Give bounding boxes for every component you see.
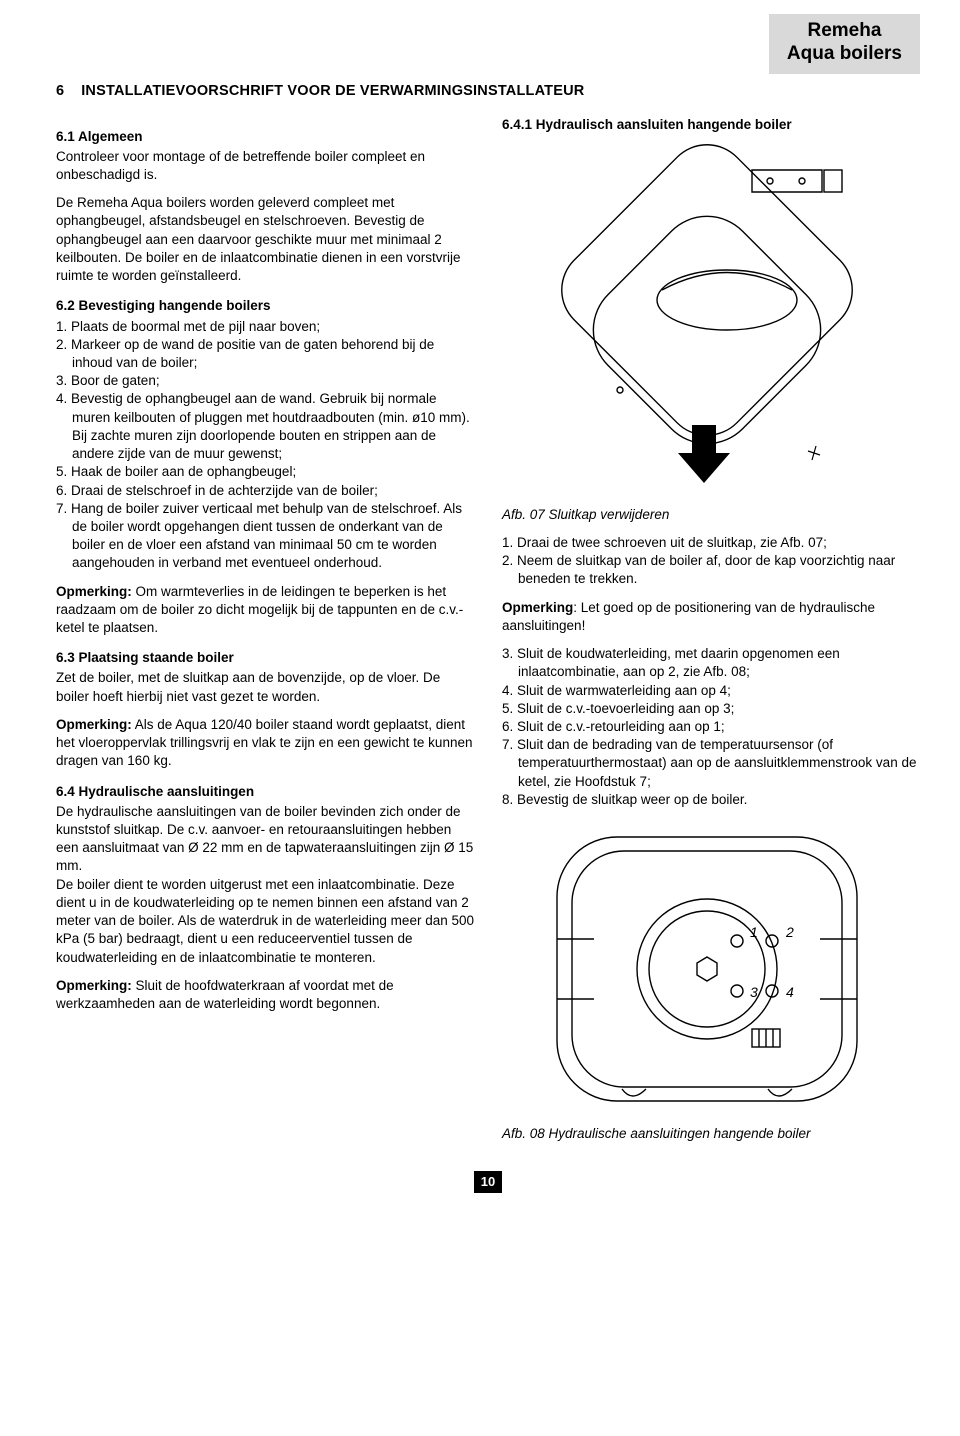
list-item: 6. Sluit de c.v.-retourleiding aan op 1;	[502, 718, 920, 736]
remark-2: Opmerking: Als de Aqua 120/40 boiler sta…	[56, 716, 474, 771]
remark-3: Opmerking: Sluit de hoofdwaterkraan af v…	[56, 977, 474, 1013]
subhead-6-2: 6.2 Bevestiging hangende boilers	[56, 297, 474, 315]
right-column: 6.4.1 Hydraulisch aansluiten hangende bo…	[502, 116, 920, 1154]
fig08-label-2: 2	[785, 924, 794, 940]
fig08-label-3: 3	[750, 984, 758, 1000]
remark-4: Opmerking: Let goed op de positionering …	[502, 599, 920, 635]
page-number: 10	[474, 1171, 502, 1193]
para-6-4-a: De hydraulische aansluitingen van de boi…	[56, 803, 474, 876]
section-number: 6	[56, 83, 64, 99]
remark-label: Opmerking	[502, 600, 573, 615]
list-6-2: 1. Plaats de boormal met de pijl naar bo…	[56, 318, 474, 573]
two-column-layout: 6.1 Algemeen Controleer voor montage of …	[56, 116, 920, 1154]
para-6-4-b: De boiler dient te worden uitgerust met …	[56, 876, 474, 967]
figure-08: 1 2 3 4	[502, 819, 920, 1119]
left-column: 6.1 Algemeen Controleer voor montage of …	[56, 116, 474, 1154]
list-item: 1. Draai de twee schroeven uit de sluitk…	[502, 534, 920, 552]
list-right-b: 3. Sluit de koudwaterleiding, met daarin…	[502, 645, 920, 809]
list-item: 3. Sluit de koudwaterleiding, met daarin…	[502, 645, 920, 681]
boiler-cap-remove-illustration	[502, 140, 912, 500]
list-item: 3. Boor de gaten;	[56, 372, 474, 390]
figure-07-caption: Afb. 07 Sluitkap verwijderen	[502, 506, 920, 524]
list-item: 6. Draai de stelschroef in de achterzijd…	[56, 482, 474, 500]
para-6-1-b: De Remeha Aqua boilers worden geleverd c…	[56, 194, 474, 285]
brand-line1: Remeha	[787, 20, 902, 43]
boiler-connections-illustration: 1 2 3 4	[502, 819, 912, 1119]
brand-line2: Aqua boilers	[787, 43, 902, 66]
section-title: 6 INSTALLATIEVOORSCHRIFT VOOR DE VERWARM…	[56, 82, 920, 102]
list-item: 4. Bevestig de ophangbeugel aan de wand.…	[56, 390, 474, 463]
list-item: 8. Bevestig de sluitkap weer op de boile…	[502, 791, 920, 809]
page: Remeha Aqua boilers 6 INSTALLATIEVOORSCH…	[0, 0, 960, 1223]
list-item: 5. Sluit de c.v.-toevoerleiding aan op 3…	[502, 700, 920, 718]
list-right-a: 1. Draai de twee schroeven uit de sluitk…	[502, 534, 920, 589]
subhead-6-4: 6.4 Hydraulische aansluitingen	[56, 783, 474, 801]
subhead-6-4-1: 6.4.1 Hydraulisch aansluiten hangende bo…	[502, 116, 920, 134]
list-item: 4. Sluit de warmwaterleiding aan op 4;	[502, 682, 920, 700]
section-heading: INSTALLATIEVOORSCHRIFT VOOR DE VERWARMIN…	[81, 83, 584, 99]
remark-1: Opmerking: Om warmteverlies in de leidin…	[56, 583, 474, 638]
figure-07	[502, 140, 920, 500]
list-item: 5. Haak de boiler aan de ophangbeugel;	[56, 463, 474, 481]
brand-header-box: Remeha Aqua boilers	[769, 14, 920, 74]
subhead-6-3: 6.3 Plaatsing staande boiler	[56, 649, 474, 667]
list-item: 2. Markeer op de wand de positie van de …	[56, 336, 474, 372]
list-item: 1. Plaats de boormal met de pijl naar bo…	[56, 318, 474, 336]
remark-label: Opmerking:	[56, 978, 132, 993]
figure-08-caption: Afb. 08 Hydraulische aansluitingen hange…	[502, 1125, 920, 1143]
remark-label: Opmerking:	[56, 717, 132, 732]
fig08-label-4: 4	[786, 984, 794, 1000]
subhead-6-1: 6.1 Algemeen	[56, 128, 474, 146]
para-6-1-a: Controleer voor montage of de betreffend…	[56, 148, 474, 184]
list-item: 7. Sluit dan de bedrading van de tempera…	[502, 736, 920, 791]
para-6-3: Zet de boiler, met de sluitkap aan de bo…	[56, 669, 474, 705]
list-item: 7. Hang de boiler zuiver verticaal met b…	[56, 500, 474, 573]
fig08-label-1: 1	[750, 924, 758, 940]
remark-label: Opmerking:	[56, 584, 132, 599]
list-item: 2. Neem de sluitkap van de boiler af, do…	[502, 552, 920, 588]
